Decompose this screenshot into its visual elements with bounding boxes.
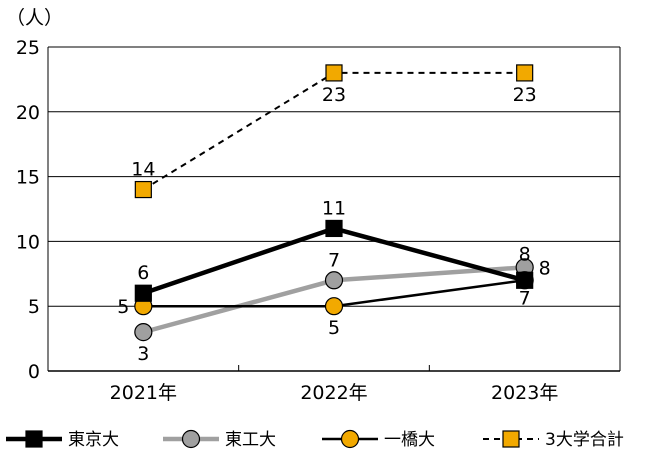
legend-label: 東京大 bbox=[68, 430, 119, 450]
data-label: 23 bbox=[322, 84, 346, 106]
data-label: 5 bbox=[117, 296, 129, 318]
legend-marker bbox=[181, 429, 201, 449]
data-point-marker bbox=[324, 297, 344, 316]
legend-marker bbox=[25, 430, 43, 448]
data-point-marker bbox=[324, 271, 344, 290]
y-axis-ticks: 0 5 10 15 20 25 bbox=[16, 37, 40, 383]
y-tick-label: 15 bbox=[16, 167, 40, 189]
y-tick-label: 20 bbox=[16, 102, 40, 124]
data-point-marker bbox=[134, 284, 152, 302]
data-point-marker bbox=[134, 323, 153, 342]
data-label: 6 bbox=[137, 262, 149, 284]
data-label: 7 bbox=[328, 249, 340, 271]
x-axis-ticks: 2021年 2022年 2023年 bbox=[110, 365, 558, 404]
legend-label: 3大学合計 bbox=[545, 430, 624, 450]
legend-item: 東京大 bbox=[6, 430, 119, 450]
data-point-marker bbox=[325, 64, 343, 82]
y-tick-label: 0 bbox=[28, 361, 40, 383]
data-point-marker bbox=[325, 219, 343, 238]
y-axis-unit-label: （人） bbox=[6, 7, 63, 29]
y-tick-label: 10 bbox=[16, 231, 40, 253]
legend-label: 東工大 bbox=[225, 430, 276, 450]
data-label: 8 bbox=[519, 243, 531, 265]
gridlines bbox=[47, 46, 621, 372]
y-tick-label: 25 bbox=[16, 37, 40, 59]
data-label: 8 bbox=[539, 257, 551, 279]
legend-label: 一橋大 bbox=[384, 430, 435, 450]
data-label: 3 bbox=[137, 343, 149, 365]
y-tick-label: 5 bbox=[28, 296, 40, 318]
x-tick-label: 2023年 bbox=[491, 382, 558, 404]
series-markers bbox=[134, 64, 534, 342]
legend-item: 一橋大 bbox=[322, 429, 435, 450]
legend-item: 3大学合計 bbox=[483, 430, 624, 450]
legend-marker bbox=[340, 429, 360, 449]
data-point-marker bbox=[516, 64, 534, 82]
data-label: 5 bbox=[328, 317, 340, 339]
data-point-marker bbox=[516, 271, 534, 289]
data-label: 11 bbox=[322, 197, 346, 219]
legend-item: 東工大 bbox=[163, 429, 276, 450]
legend-marker bbox=[502, 430, 520, 448]
data-label: 7 bbox=[519, 287, 531, 309]
legend: 東京大 東工大 一橋大 3大学合計 bbox=[6, 429, 624, 450]
data-label: 14 bbox=[131, 159, 155, 181]
data-point-marker bbox=[134, 180, 152, 199]
data-label: 23 bbox=[513, 84, 537, 106]
x-tick-label: 2022年 bbox=[300, 382, 367, 404]
x-tick-label: 2021年 bbox=[110, 382, 177, 404]
